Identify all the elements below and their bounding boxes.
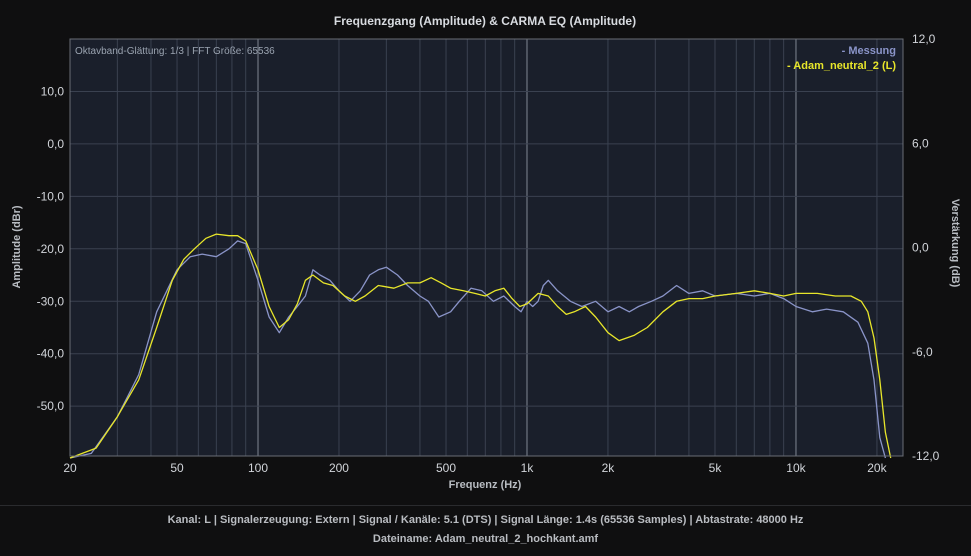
x-tick-label: 20k	[867, 461, 887, 475]
legend: - Messung - Adam_neutral_2 (L)	[787, 45, 896, 72]
y2-tick-label: -12,0	[912, 449, 940, 463]
x-tick-label: 200	[329, 461, 349, 475]
y2-tick-label: 12,0	[912, 32, 936, 46]
y-tick-label: 0,0	[47, 137, 64, 151]
y-tick-label: -30,0	[37, 294, 65, 308]
y2-axis-label: Verstärkung (dB)	[949, 199, 961, 288]
legend-entry: - Adam_neutral_2 (L)	[787, 60, 896, 72]
y2-tick-label: 6,0	[912, 136, 929, 150]
footer-info: Kanal: L | Signalerzeugung: Extern | Sig…	[167, 514, 804, 526]
y2-tick-label: 0,0	[912, 241, 929, 255]
tick-labels: 20 50 100 200 500 1k 2k 5k 10k 20k 10,0 0,0 -10,0 -20…	[37, 32, 940, 475]
y-axis-label: Amplitude (dBr)	[11, 205, 23, 288]
y-tick-label: -50,0	[37, 399, 65, 413]
y-tick-label: -40,0	[37, 347, 65, 361]
x-tick-label: 50	[170, 461, 184, 475]
series-line-1	[69, 233, 892, 459]
x-tick-label: 10k	[786, 461, 806, 475]
y-tick-label: -10,0	[37, 189, 65, 203]
series-line-0	[69, 240, 887, 459]
x-axis-label: Frequenz (Hz)	[449, 479, 522, 491]
chart-title: Frequenzgang (Amplitude) & CARMA EQ (Amp…	[334, 14, 636, 28]
smoothing-annotation: Oktavband-Glättung: 1/3 | FFT Größe: 655…	[75, 46, 275, 57]
x-tick-label: 2k	[602, 461, 616, 475]
y-tick-label: 10,0	[41, 84, 65, 98]
footer-filename: Dateiname: Adam_neutral_2_hochkant.amf	[372, 533, 599, 545]
plot-area	[70, 39, 903, 456]
grid-lines	[70, 39, 903, 456]
frequency-response-chart: Frequenzgang (Amplitude) & CARMA EQ (Amp…	[11, 14, 961, 491]
footer-separator	[0, 505, 971, 506]
plot-frame	[69, 38, 904, 457]
y-tick-label: -20,0	[37, 242, 65, 256]
series-layer	[69, 233, 892, 459]
x-tick-label: 20	[63, 461, 77, 475]
x-tick-label: 100	[248, 461, 268, 475]
x-tick-label: 500	[436, 461, 456, 475]
y2-tick-label: -6,0	[912, 345, 933, 359]
x-tick-label: 5k	[709, 461, 723, 475]
legend-entry: - Messung	[842, 45, 896, 57]
x-tick-label: 1k	[521, 461, 535, 475]
